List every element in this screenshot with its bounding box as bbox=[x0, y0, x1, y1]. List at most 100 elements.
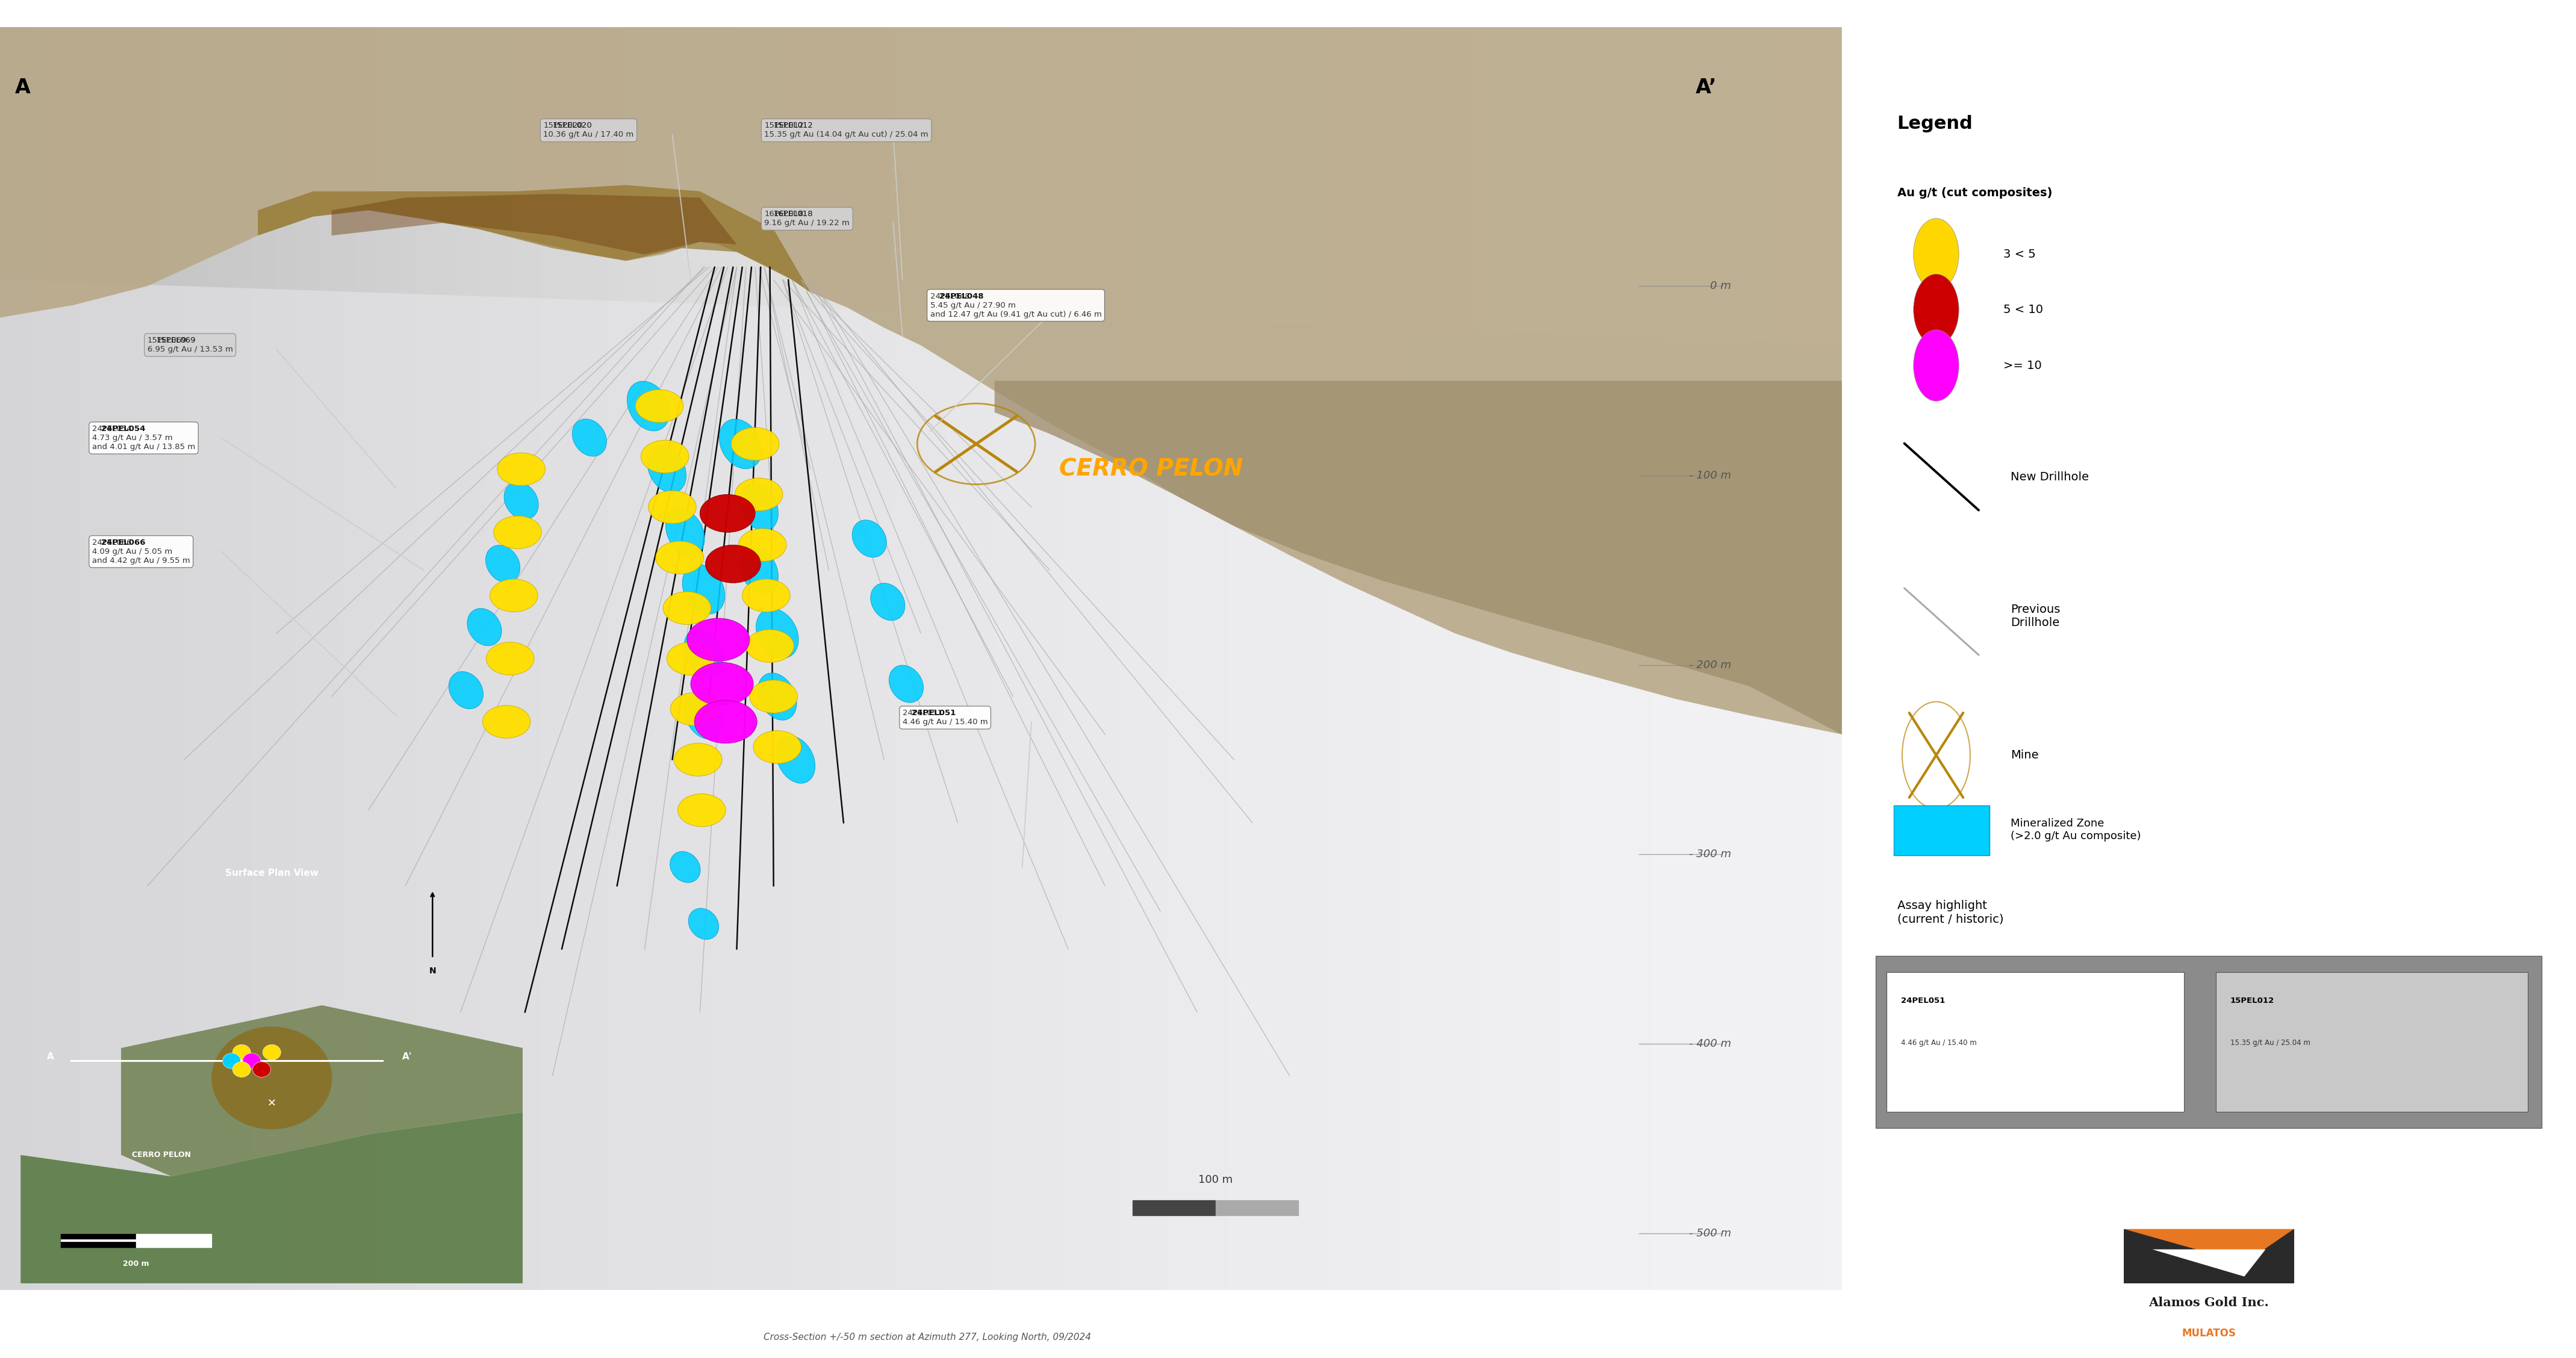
Circle shape bbox=[657, 542, 703, 574]
Text: 24PEL051
4.46 g/t Au / 15.40 m: 24PEL051 4.46 g/t Au / 15.40 m bbox=[902, 709, 987, 727]
Circle shape bbox=[1914, 330, 1958, 401]
Ellipse shape bbox=[685, 691, 724, 739]
Text: 0 m: 0 m bbox=[1710, 281, 1731, 292]
Text: - 300 m: - 300 m bbox=[1690, 849, 1731, 860]
Ellipse shape bbox=[685, 629, 724, 676]
Circle shape bbox=[662, 592, 711, 625]
Text: 16PEL018: 16PEL018 bbox=[773, 210, 814, 219]
Text: New Drillhole: New Drillhole bbox=[2009, 471, 2089, 482]
Text: ✕: ✕ bbox=[268, 1099, 276, 1109]
Circle shape bbox=[752, 731, 801, 763]
Text: - 100 m: - 100 m bbox=[1690, 470, 1731, 481]
Text: 24PEL054: 24PEL054 bbox=[100, 425, 144, 433]
Circle shape bbox=[670, 693, 719, 725]
Circle shape bbox=[211, 1027, 332, 1130]
Text: N: N bbox=[430, 967, 435, 975]
Polygon shape bbox=[2123, 1229, 2293, 1263]
Circle shape bbox=[677, 794, 726, 827]
Circle shape bbox=[495, 516, 541, 549]
Ellipse shape bbox=[755, 608, 799, 659]
Circle shape bbox=[636, 390, 683, 422]
Circle shape bbox=[641, 440, 688, 473]
Text: CERRO PELON: CERRO PELON bbox=[131, 1152, 191, 1158]
Ellipse shape bbox=[665, 509, 706, 555]
Text: Legend: Legend bbox=[1896, 115, 1973, 132]
Text: Alamos Gold Inc.: Alamos Gold Inc. bbox=[2148, 1297, 2269, 1309]
Circle shape bbox=[497, 452, 546, 486]
Ellipse shape bbox=[670, 851, 701, 883]
Ellipse shape bbox=[739, 547, 778, 593]
Circle shape bbox=[1914, 274, 1958, 345]
Text: 15PEL012: 15PEL012 bbox=[2231, 997, 2275, 1005]
Text: - 200 m: - 200 m bbox=[1690, 660, 1731, 671]
Text: 4.46 g/t Au / 15.40 m: 4.46 g/t Au / 15.40 m bbox=[1901, 1039, 1976, 1047]
Text: 15PEL020
10.36 g/t Au / 17.40 m: 15PEL020 10.36 g/t Au / 17.40 m bbox=[544, 122, 634, 139]
Circle shape bbox=[734, 478, 783, 511]
Text: >= 10: >= 10 bbox=[2004, 360, 2043, 371]
Circle shape bbox=[675, 743, 721, 775]
Text: 24PEL051: 24PEL051 bbox=[912, 709, 956, 717]
Text: Mineralized Zone
(>2.0 g/t Au composite): Mineralized Zone (>2.0 g/t Au composite) bbox=[2009, 818, 2141, 842]
Text: 3 < 5: 3 < 5 bbox=[2004, 249, 2035, 259]
Text: 24PEL066
4.09 g/t Au / 5.05 m
and 4.42 g/t Au / 9.55 m: 24PEL066 4.09 g/t Au / 5.05 m and 4.42 g… bbox=[93, 539, 191, 565]
Ellipse shape bbox=[448, 671, 484, 709]
Circle shape bbox=[1914, 219, 1958, 289]
Text: 200 m: 200 m bbox=[124, 1260, 149, 1267]
Text: A: A bbox=[15, 77, 31, 98]
Polygon shape bbox=[332, 194, 737, 254]
Text: 15PEL012
15.35 g/t Au (14.04 g/t Au cut) / 25.04 m: 15PEL012 15.35 g/t Au (14.04 g/t Au cut)… bbox=[765, 122, 927, 139]
Polygon shape bbox=[2154, 1249, 2267, 1277]
Text: 100 m: 100 m bbox=[1198, 1175, 1234, 1186]
Ellipse shape bbox=[719, 420, 762, 469]
Bar bbox=[1893, 805, 1989, 856]
Circle shape bbox=[688, 618, 750, 661]
Text: CERRO PELON: CERRO PELON bbox=[1059, 458, 1242, 481]
Text: 24PEL051: 24PEL051 bbox=[1901, 997, 1945, 1005]
Ellipse shape bbox=[775, 736, 814, 784]
Circle shape bbox=[482, 705, 531, 739]
Text: 15PEL012: 15PEL012 bbox=[773, 122, 814, 130]
Ellipse shape bbox=[572, 418, 605, 456]
Circle shape bbox=[242, 1054, 260, 1069]
Text: 24PEL066: 24PEL066 bbox=[100, 539, 147, 546]
Polygon shape bbox=[2123, 1229, 2293, 1283]
Polygon shape bbox=[258, 185, 811, 292]
Circle shape bbox=[732, 428, 778, 460]
Text: 5 < 10: 5 < 10 bbox=[2004, 304, 2043, 315]
Circle shape bbox=[487, 642, 533, 675]
Ellipse shape bbox=[757, 674, 796, 720]
Text: 24PEL048
5.45 g/t Au / 27.90 m
and 12.47 g/t Au (9.41 g/t Au cut) / 6.46 m: 24PEL048 5.45 g/t Au / 27.90 m and 12.47… bbox=[930, 292, 1103, 318]
Circle shape bbox=[706, 545, 760, 583]
Circle shape bbox=[232, 1044, 250, 1061]
Text: - 500 m: - 500 m bbox=[1690, 1228, 1731, 1238]
Circle shape bbox=[252, 1062, 270, 1077]
Bar bbox=[1875, 956, 2543, 1128]
Text: 24PEL048: 24PEL048 bbox=[940, 292, 984, 300]
Ellipse shape bbox=[889, 665, 922, 702]
Circle shape bbox=[263, 1044, 281, 1061]
Polygon shape bbox=[21, 1112, 523, 1283]
Circle shape bbox=[649, 490, 696, 523]
Ellipse shape bbox=[487, 545, 520, 583]
Text: Assay highlight
(current / historic): Assay highlight (current / historic) bbox=[1896, 900, 2004, 925]
Text: A: A bbox=[46, 1052, 54, 1061]
Circle shape bbox=[232, 1062, 250, 1077]
Bar bbox=[1886, 972, 2184, 1111]
Circle shape bbox=[747, 630, 793, 663]
Text: Mine: Mine bbox=[2009, 750, 2038, 760]
Bar bbox=[2215, 972, 2527, 1111]
Ellipse shape bbox=[688, 909, 719, 940]
Text: Surface Plan View: Surface Plan View bbox=[224, 868, 319, 877]
Circle shape bbox=[742, 579, 791, 612]
Circle shape bbox=[739, 528, 786, 561]
Text: 15PEL069
6.95 g/t Au / 13.53 m: 15PEL069 6.95 g/t Au / 13.53 m bbox=[147, 337, 232, 353]
Circle shape bbox=[750, 680, 799, 713]
Ellipse shape bbox=[505, 482, 538, 520]
Text: 15PEL020: 15PEL020 bbox=[551, 122, 592, 130]
Text: Previous
Drillhole: Previous Drillhole bbox=[2009, 604, 2061, 629]
Ellipse shape bbox=[683, 565, 724, 614]
Text: 24PEL054
4.73 g/t Au / 3.57 m
and 4.01 g/t Au / 13.85 m: 24PEL054 4.73 g/t Au / 3.57 m and 4.01 g… bbox=[93, 425, 196, 451]
Text: A': A' bbox=[402, 1052, 412, 1061]
Ellipse shape bbox=[739, 483, 778, 531]
Polygon shape bbox=[0, 27, 1842, 735]
